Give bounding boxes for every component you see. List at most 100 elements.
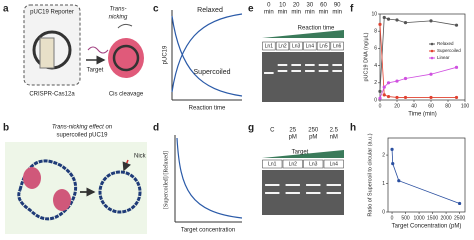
bands bbox=[264, 64, 342, 74]
data-point bbox=[386, 17, 391, 21]
band bbox=[306, 184, 321, 186]
data-point bbox=[378, 22, 382, 26]
y-tick-label: 1 bbox=[382, 181, 385, 187]
band bbox=[332, 70, 342, 72]
b-title: Trans-nicking effect on bbox=[52, 125, 113, 131]
data-point bbox=[382, 85, 386, 89]
y-tick-label: 10 bbox=[371, 11, 377, 17]
cas12a bbox=[53, 189, 71, 211]
lane-label: Ln4 bbox=[330, 161, 339, 167]
band bbox=[291, 64, 301, 66]
lane-box bbox=[303, 159, 324, 169]
lane-header: 90 bbox=[334, 3, 341, 9]
x-tick-label: 60 bbox=[428, 103, 434, 109]
lane-header: 60 bbox=[320, 3, 327, 9]
lane-header: C bbox=[270, 128, 275, 134]
lane-header: 250 bbox=[308, 128, 319, 134]
panel-label: h bbox=[350, 123, 356, 134]
data-point bbox=[395, 95, 399, 100]
panel-label: a bbox=[3, 4, 9, 15]
x-tick-label: 1000 bbox=[414, 215, 425, 221]
data-point bbox=[395, 79, 399, 83]
lane-header: 0 bbox=[267, 3, 271, 9]
band bbox=[277, 64, 288, 66]
data-point bbox=[454, 65, 459, 69]
legend-marker bbox=[430, 42, 434, 46]
lane-box bbox=[303, 41, 317, 51]
d-ylabel: [Supercoiled]/[Relaxed] bbox=[163, 151, 169, 209]
x-tick-label: 500 bbox=[401, 215, 410, 221]
relaxed-curve bbox=[171, 13, 243, 93]
lane-header: 10 bbox=[279, 3, 286, 9]
data-point bbox=[378, 96, 382, 100]
lane-label: Ln3 bbox=[292, 43, 301, 49]
nicked-plasmid bbox=[112, 44, 140, 72]
lane-header: pM bbox=[289, 135, 297, 141]
lane-header: min bbox=[319, 10, 329, 16]
band bbox=[326, 192, 341, 194]
relaxed-label: Relaxed bbox=[197, 7, 223, 14]
y-axis-label: Ratio of Supercoil to circular (a.u.) bbox=[367, 133, 373, 216]
band bbox=[318, 70, 329, 72]
band bbox=[326, 184, 341, 186]
legend-label: Linear bbox=[437, 55, 450, 60]
data-point bbox=[454, 95, 459, 100]
y-tick-label: 0 bbox=[374, 97, 377, 103]
band bbox=[277, 70, 288, 72]
cleaved-complex bbox=[108, 38, 144, 78]
lane-header: nM bbox=[330, 135, 338, 141]
lane-box bbox=[323, 159, 344, 169]
y-tick-label: 0 bbox=[382, 209, 385, 215]
legend-label: Supercoiled bbox=[437, 48, 461, 53]
enzyme-label: CRISPR-Cas12a bbox=[29, 92, 75, 98]
lane-label: Ln6 bbox=[333, 43, 342, 49]
data-point bbox=[390, 147, 394, 151]
band bbox=[285, 184, 300, 186]
data-point bbox=[386, 81, 391, 85]
panel-label: b bbox=[3, 123, 9, 134]
c-xlabel: Reaction time bbox=[189, 106, 226, 112]
data-point bbox=[382, 93, 386, 97]
trans-label: Trans- bbox=[110, 7, 127, 13]
lane-box bbox=[275, 41, 290, 51]
supercoiled-dna bbox=[17, 159, 78, 221]
lane-label: Ln3 bbox=[309, 161, 318, 167]
data-point bbox=[397, 179, 401, 183]
c-ylabel: pUC19 bbox=[163, 45, 169, 64]
d-xlabel: Target concentration bbox=[181, 228, 235, 234]
target-label: Target bbox=[87, 68, 104, 74]
gradient-label: Reaction time bbox=[298, 26, 335, 32]
x-axis-label: Time (min) bbox=[408, 112, 436, 118]
lane-header: pM bbox=[309, 135, 317, 141]
lane-header: min bbox=[264, 10, 274, 16]
data-point bbox=[382, 15, 386, 20]
target-strand bbox=[87, 46, 109, 54]
legend-label: Relaxed bbox=[437, 41, 454, 46]
data-point bbox=[403, 76, 408, 81]
x-tick-label: 20 bbox=[394, 103, 400, 109]
band bbox=[291, 70, 301, 72]
gel bbox=[262, 52, 344, 102]
gradient-wedge bbox=[262, 30, 344, 38]
data-point bbox=[395, 18, 399, 22]
band bbox=[332, 64, 342, 66]
y-tick-label: 8 bbox=[374, 29, 377, 35]
panel-label: g bbox=[248, 123, 254, 134]
series-line bbox=[379, 66, 457, 99]
data-point bbox=[403, 95, 408, 100]
cis-label: Cis cleavage bbox=[109, 92, 144, 98]
reporter-label: pUC19 Reporter bbox=[30, 10, 74, 16]
lane-label: Ln5 bbox=[319, 43, 328, 49]
lane-box bbox=[330, 41, 344, 51]
x-tick-label: 80 bbox=[445, 103, 451, 109]
lane-box bbox=[262, 41, 276, 51]
legend-marker bbox=[430, 49, 434, 53]
cas12a bbox=[23, 167, 41, 189]
plot-frame bbox=[379, 13, 466, 101]
x-tick-label: 40 bbox=[411, 103, 417, 109]
lane-header: 25 bbox=[289, 128, 296, 134]
y-tick-label: 2 bbox=[382, 152, 385, 158]
lane-label: Ln2 bbox=[289, 161, 298, 167]
data-point bbox=[403, 21, 408, 25]
